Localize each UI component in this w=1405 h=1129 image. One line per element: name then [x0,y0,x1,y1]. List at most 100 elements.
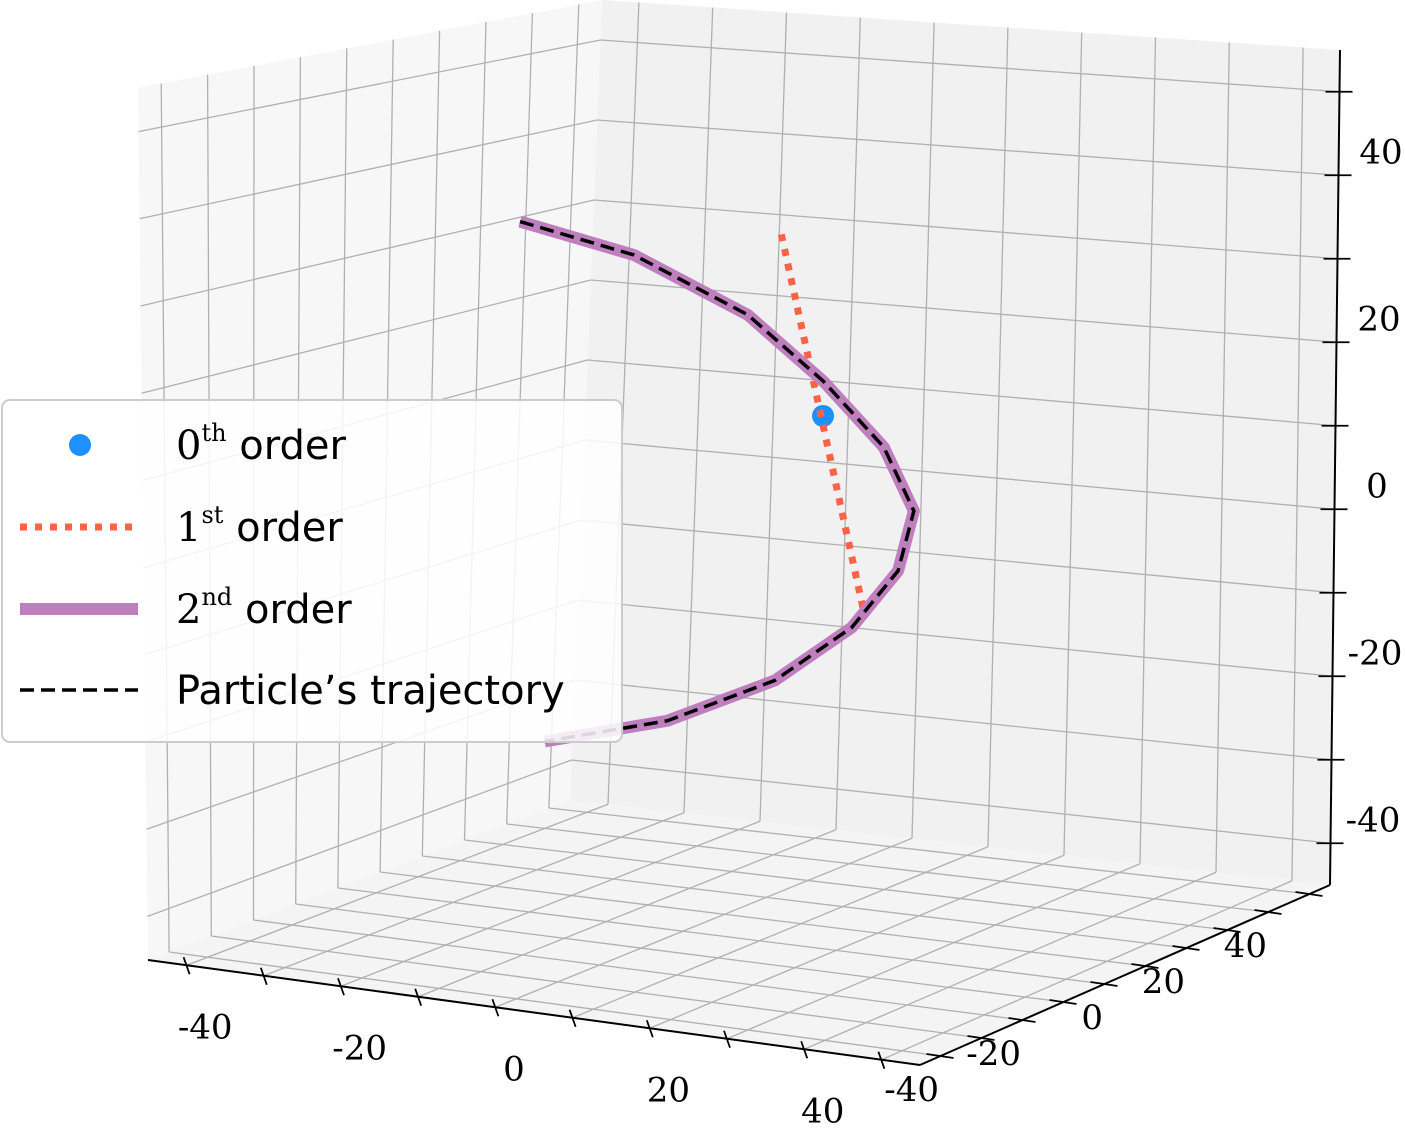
y-tick-mark [1008,1017,1036,1023]
x-tick-mark [800,1040,809,1059]
grid-line [139,119,598,220]
grid-line [495,837,913,1008]
grid-line [803,871,1217,1050]
grid-line [1139,37,1157,864]
z-axis-line [1329,49,1341,886]
grid-line [211,935,982,1039]
x-tick-mark [723,1030,731,1049]
grid-line [380,871,1146,967]
series-trajectory-line [519,219,916,744]
grid-line [506,823,1269,913]
grid-lines [138,2,1340,1061]
y-axis-line [919,884,1331,1066]
x-tick-mark [491,998,500,1017]
grid-line [1063,32,1083,856]
y-tick-mark [1213,927,1241,933]
legend-box [1,399,623,743]
grid-line [577,599,1333,677]
z-tick-label: -40 [1346,801,1401,841]
legend-entry-second: 2nd order [20,583,352,633]
y-tick-mark [926,1053,954,1059]
legend-entry-trajectory: Particle’s trajectory [20,668,565,714]
y-tick-mark [1090,981,1118,987]
z-tick-label: 40 [1359,133,1402,173]
z-tick-label: -20 [1348,634,1403,674]
grid-line [590,279,1337,343]
y-tick-label: 20 [1142,962,1185,1002]
grid-line [141,279,591,394]
grid-line [138,39,601,133]
grid-line [587,359,1336,427]
grid-line [584,439,1335,510]
grid-line [253,919,1023,1021]
y-tick-mark [967,1035,995,1041]
y-tick-mark [1172,945,1200,951]
grid-line [295,903,1064,1003]
y-tick-label: -40 [884,1070,939,1110]
x-tick-mark [645,1019,654,1038]
x-tick-mark [337,977,345,996]
x-tick-label: -40 [178,1008,233,1048]
grid-line [417,829,837,998]
x-tick-label: -20 [332,1029,387,1069]
y-tick-mark [1295,891,1323,897]
x-tick-mark [877,1051,886,1070]
grid-line [649,854,1065,1029]
grid-line [574,679,1332,761]
grid-line [340,820,761,987]
grid-line [726,863,1141,1040]
grid-line [835,17,861,830]
legend-label: Particle’s trajectory [176,668,565,714]
grid-line [1215,42,1230,873]
legend-label: 0th order [176,419,346,469]
x-tick-label: 20 [647,1071,690,1111]
grid-line [571,759,1331,844]
tick-labels: -40 -20 0 20 40 -40 -20 0 20 40 40 20 0 -20 -40 [178,133,1403,1129]
x-axis-line [147,959,921,1066]
x-tick-mark [182,956,191,975]
legend-label: 2nd order [176,583,352,633]
grid-line [337,887,1105,985]
x-tick-mark [259,967,268,986]
grid-line [263,812,685,977]
grid-line [572,846,989,1019]
axis-lines [147,49,1341,1066]
z-tick-label: 0 [1366,467,1388,507]
grid-line [422,855,1187,949]
grid-line [593,199,1338,260]
legend-marker [69,434,91,456]
grid-line [597,119,1339,176]
y-tick-mark [1049,999,1077,1005]
grid-line [987,27,1009,847]
grid-line [147,759,572,918]
x-tick-mark [568,1009,577,1028]
back-pane [570,0,1340,885]
y-tick-label: 0 [1081,998,1103,1038]
grid-line [140,199,595,307]
x-tick-label: 0 [503,1050,525,1090]
grid-line [548,807,1310,895]
series-layer [518,215,920,748]
grid-line [464,839,1228,931]
grid-line [600,39,1340,93]
x-tick-label: 40 [801,1092,844,1129]
tick-marks [182,90,1353,1070]
y-tick-label: -20 [966,1034,1021,1074]
z-tick-label: 20 [1357,300,1400,340]
legend-entry-zeroth: 0th order [69,419,346,469]
y-tick-label: 40 [1224,926,1267,966]
grid-line [1291,47,1304,881]
grid-line [186,803,609,966]
grid-line [683,7,714,813]
legend: 0th order 1st order 2nd order Particle’s tr… [1,399,623,743]
grid-line [581,519,1334,594]
y-tick-mark [1254,909,1282,915]
grid-line [169,951,941,1057]
y-tick-mark [1131,963,1159,969]
legend-label: 1st order [176,501,343,551]
grid-line [881,880,1293,1061]
grid-line [911,22,935,839]
series-first-line [777,233,867,612]
x-tick-mark [414,988,423,1007]
